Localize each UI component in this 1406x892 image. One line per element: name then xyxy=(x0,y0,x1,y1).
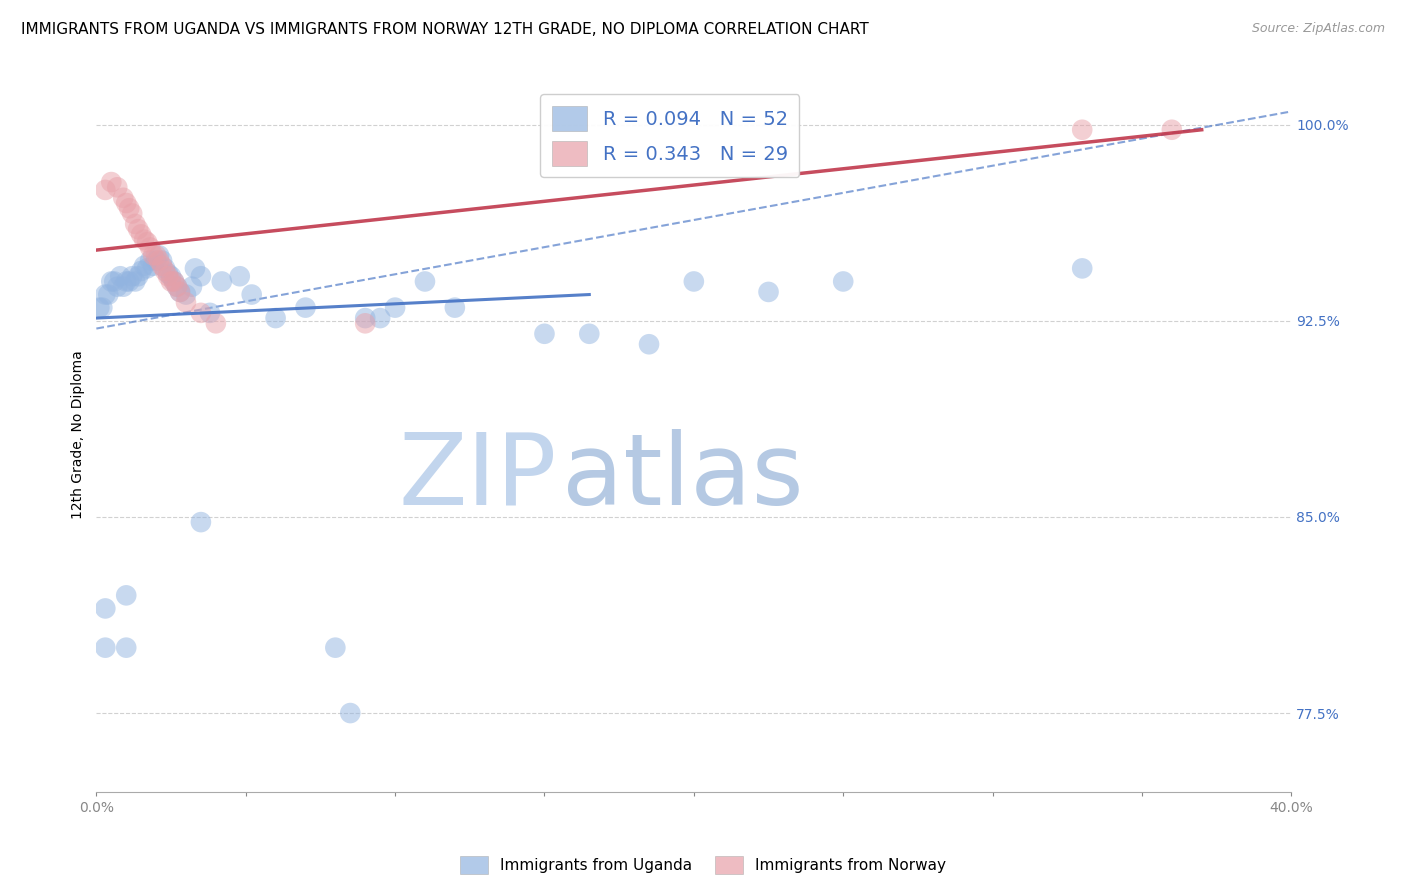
Point xyxy=(94,601,117,615)
Point xyxy=(139,253,162,268)
Point xyxy=(150,253,173,268)
Point xyxy=(112,279,135,293)
Point xyxy=(105,279,128,293)
Legend: Immigrants from Uganda, Immigrants from Norway: Immigrants from Uganda, Immigrants from … xyxy=(454,850,952,880)
Point xyxy=(169,285,191,299)
Point xyxy=(758,285,780,299)
Point xyxy=(118,201,141,215)
Point xyxy=(160,269,183,284)
Y-axis label: 12th Grade, No Diploma: 12th Grade, No Diploma xyxy=(72,351,86,519)
Point xyxy=(103,275,125,289)
Point xyxy=(444,301,467,315)
Point xyxy=(105,180,128,194)
Point xyxy=(325,640,347,655)
Point xyxy=(94,183,117,197)
Point xyxy=(294,301,316,315)
Point xyxy=(1071,261,1094,276)
Point xyxy=(145,253,167,268)
Point xyxy=(169,285,191,299)
Point xyxy=(115,588,138,602)
Point xyxy=(112,191,135,205)
Point xyxy=(94,640,117,655)
Point xyxy=(153,261,176,276)
Point xyxy=(142,248,165,262)
Point xyxy=(1160,122,1182,136)
Point xyxy=(148,253,170,268)
Point xyxy=(160,275,183,289)
Point xyxy=(115,640,138,655)
Point xyxy=(211,275,233,289)
Point xyxy=(163,275,186,289)
Point xyxy=(100,275,122,289)
Point xyxy=(157,269,180,284)
Text: atlas: atlas xyxy=(562,429,804,525)
Point xyxy=(166,279,188,293)
Point xyxy=(198,306,221,320)
Point xyxy=(153,264,176,278)
Point xyxy=(264,311,287,326)
Point xyxy=(115,196,138,211)
Point xyxy=(142,259,165,273)
Point xyxy=(638,337,661,351)
Point xyxy=(121,269,143,284)
Point xyxy=(100,175,122,189)
Point xyxy=(205,316,228,330)
Point xyxy=(129,264,152,278)
Point xyxy=(150,259,173,273)
Point xyxy=(368,311,391,326)
Legend: R = 0.094   N = 52, R = 0.343   N = 29: R = 0.094 N = 52, R = 0.343 N = 29 xyxy=(540,95,800,178)
Text: ZIP: ZIP xyxy=(398,429,557,525)
Point xyxy=(127,269,149,284)
Point xyxy=(134,259,156,273)
Point xyxy=(190,269,212,284)
Point xyxy=(174,287,197,301)
Point xyxy=(148,248,170,262)
Point xyxy=(181,279,204,293)
Point xyxy=(184,261,207,276)
Point xyxy=(190,515,212,529)
Point xyxy=(240,287,263,301)
Point xyxy=(136,235,159,250)
Point xyxy=(145,248,167,262)
Point xyxy=(163,275,186,289)
Point xyxy=(139,240,162,254)
Point xyxy=(136,261,159,276)
Point xyxy=(229,269,252,284)
Point xyxy=(97,287,120,301)
Point xyxy=(174,295,197,310)
Point xyxy=(413,275,436,289)
Point xyxy=(118,275,141,289)
Point xyxy=(127,222,149,236)
Text: Source: ZipAtlas.com: Source: ZipAtlas.com xyxy=(1251,22,1385,36)
Point xyxy=(134,233,156,247)
Point xyxy=(354,311,377,326)
Point xyxy=(124,275,146,289)
Point xyxy=(384,301,406,315)
Point xyxy=(166,279,188,293)
Point xyxy=(682,275,704,289)
Point xyxy=(533,326,555,341)
Point xyxy=(94,287,117,301)
Point xyxy=(354,316,377,330)
Point xyxy=(129,227,152,242)
Point xyxy=(124,217,146,231)
Point xyxy=(110,269,132,284)
Point xyxy=(157,267,180,281)
Point xyxy=(91,301,114,315)
Text: IMMIGRANTS FROM UGANDA VS IMMIGRANTS FROM NORWAY 12TH GRADE, NO DIPLOMA CORRELAT: IMMIGRANTS FROM UGANDA VS IMMIGRANTS FRO… xyxy=(21,22,869,37)
Point xyxy=(1071,122,1094,136)
Point xyxy=(190,306,212,320)
Point xyxy=(339,706,361,720)
Point xyxy=(115,275,138,289)
Point xyxy=(121,206,143,220)
Point xyxy=(89,301,111,315)
Point xyxy=(832,275,855,289)
Point xyxy=(578,326,600,341)
